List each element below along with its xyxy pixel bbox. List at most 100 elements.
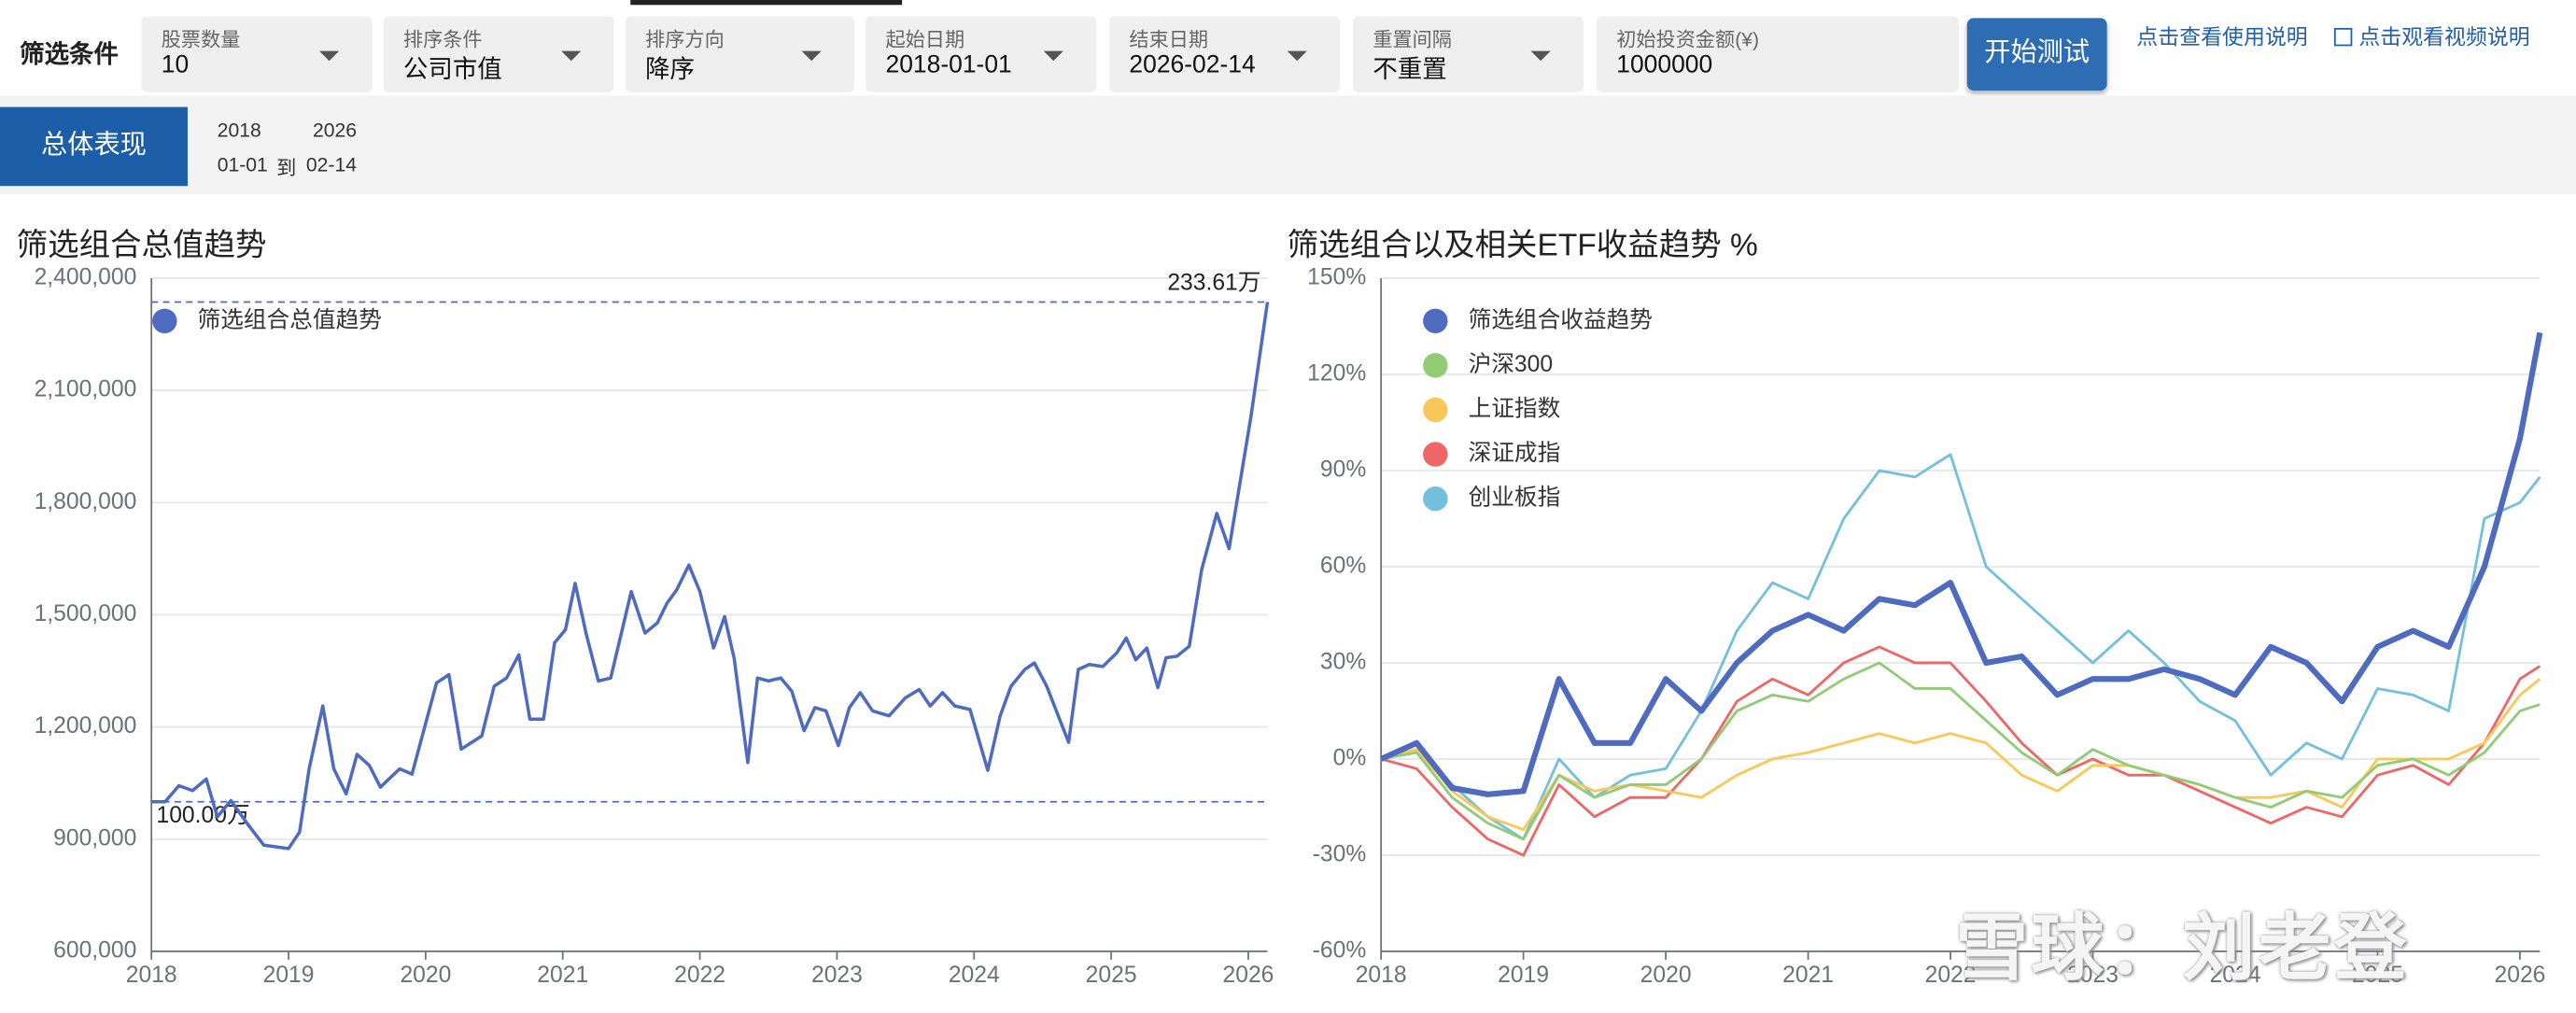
legend-label: 创业板指 [1469, 485, 1561, 511]
tab-row: 总体表现 2018 2026 01-01 到 02-14 [0, 95, 2576, 195]
filter-value: 公司市值 [402, 55, 502, 84]
toolbar: 筛选条件 股票数量 10 排序条件 公司市值 排序方向 降序 起始日期 2018-01-01 结… [0, 0, 2576, 96]
filter[interactable]: 重置间隔 不重置 [1353, 16, 1584, 92]
x-tick-label: 2018 [126, 963, 177, 988]
filter[interactable]: 初始投资金额(¥) 1000000 [1597, 16, 1959, 92]
y-tick-label: 2,100,000 [35, 377, 137, 402]
series-line [1380, 678, 2541, 831]
x-tick-label: 2026 [1223, 963, 1274, 988]
help-link[interactable]: 点击查看使用说明 [2136, 24, 2308, 49]
dropdown-arrow [1043, 50, 1063, 62]
x-tick-label: 2022 [674, 963, 725, 988]
x-tick-label: 2019 [1498, 963, 1549, 988]
dropdown-arrow [1287, 50, 1307, 62]
y-tick-label: 2,400,000 [35, 264, 137, 289]
x-tick-label: 2023 [2067, 963, 2119, 988]
series-line [1380, 453, 2541, 841]
series-line [1380, 661, 2541, 841]
x-tick-label: 2022 [1925, 963, 1977, 988]
x-tick-label: 2025 [1086, 963, 1137, 988]
x-tick-label: 2020 [400, 963, 451, 988]
filter[interactable]: 起始日期 2018-01-01 [866, 16, 1097, 92]
legend-label: 筛选组合总值趋势 [198, 306, 382, 332]
filter-value: 10 [161, 50, 190, 79]
legend-label: 深证成指 [1469, 440, 1561, 466]
filter-label: 排序方向 [645, 27, 725, 51]
dropdown-arrow [561, 50, 582, 62]
dropdown-arrow [319, 50, 340, 62]
filter-label: 重置间隔 [1372, 27, 1452, 51]
x-tick-label: 2018 [1356, 963, 1407, 988]
series-line [151, 302, 1270, 851]
filter-label: 股票数量 [161, 27, 241, 51]
legend-marker [1423, 442, 1448, 467]
watermark: 雪球：刘老登 [1955, 908, 2411, 990]
filter-value: 2026-02-14 [1129, 50, 1256, 79]
filter[interactable]: 排序条件 公司市值 [383, 16, 614, 92]
series-line [1379, 331, 2543, 797]
filter[interactable]: 排序方向 降序 [625, 16, 854, 92]
legend-label: 沪深300 [1469, 351, 1554, 377]
y-tick-label: 30% [1320, 650, 1366, 675]
y-tick-label: 900,000 [53, 825, 136, 851]
x-tick-label: 2020 [1640, 963, 1692, 988]
tab-indicator [630, 0, 903, 6]
end-year: 2026 [312, 118, 358, 142]
y-tick-label: 60% [1320, 553, 1366, 578]
chart-title: 筛选组合总值趋势 [17, 228, 267, 262]
y-tick-label: -60% [1313, 938, 1367, 964]
video-link-text: 点击观看视频说明 [2358, 24, 2530, 49]
legend-marker [1423, 397, 1448, 423]
filter-label: 初始投资金额(¥) [1616, 27, 1760, 51]
filter-label: 结束日期 [1129, 27, 1209, 51]
end-day: 02-14 [305, 152, 358, 176]
x-tick-label: 2024 [949, 963, 1000, 988]
start-year: 2018 [217, 118, 261, 142]
y-tick-label: 90% [1320, 457, 1366, 482]
y-tick-label: 1,200,000 [35, 713, 137, 739]
video-link[interactable]: 点击观看视频说明 [2333, 20, 2530, 50]
range-separator: 到 [276, 156, 297, 180]
x-tick-label: 2025 [2352, 963, 2403, 988]
video-icon [2333, 27, 2353, 47]
dropdown-arrow [1530, 50, 1551, 62]
x-tick-label: 2021 [1782, 963, 1834, 988]
x-tick-label: 2023 [811, 963, 863, 988]
x-tick-label: 2019 [263, 963, 315, 988]
filter[interactable]: 股票数量 10 [141, 16, 373, 92]
x-tick-label: 2024 [2210, 963, 2261, 988]
x-tick-label: 2026 [2495, 963, 2546, 988]
charts: 筛选组合总值趋势 600,000 900,000 1,200,000 1,500,000… [17, 228, 2546, 988]
toolbar-title: 筛选条件 [20, 41, 119, 70]
legend-marker [1423, 353, 1448, 378]
start-button[interactable]: 开始测试 [1966, 18, 2107, 91]
filter-label: 起始日期 [885, 27, 965, 51]
y-tick-label: 600,000 [53, 938, 136, 964]
filter[interactable]: 结束日期 2026-02-14 [1109, 16, 1341, 92]
y-tick-label: -30% [1313, 842, 1367, 867]
filter-value: 2018-01-01 [885, 50, 1012, 79]
legend-marker [1423, 485, 1448, 512]
annotation-label: 233.61万 [1167, 271, 1260, 296]
filter-value: 降序 [645, 55, 696, 84]
legend-label: 上证指数 [1469, 396, 1561, 422]
legend-marker [1423, 308, 1448, 334]
series-line [1380, 645, 2541, 857]
filter-value: 1000000 [1616, 50, 1713, 79]
x-tick-label: 2021 [537, 963, 588, 988]
start-day: 01-01 [217, 152, 268, 176]
chart-title: 筛选组合以及相关ETF收益趋势 % [1288, 228, 1758, 262]
legend-label: 筛选组合收益趋势 [1469, 306, 1653, 332]
y-tick-label: 0% [1333, 746, 1367, 771]
y-tick-label: 1,800,000 [35, 489, 137, 514]
y-tick-label: 120% [1307, 360, 1366, 386]
tab[interactable]: 总体表现 [0, 106, 188, 187]
y-tick-label: 1,500,000 [35, 601, 137, 626]
filter-label: 排序条件 [402, 27, 483, 51]
legend-marker [152, 308, 177, 334]
dropdown-arrow [801, 50, 822, 62]
y-tick-label: 150% [1307, 264, 1366, 289]
filter-value: 不重置 [1372, 55, 1447, 84]
